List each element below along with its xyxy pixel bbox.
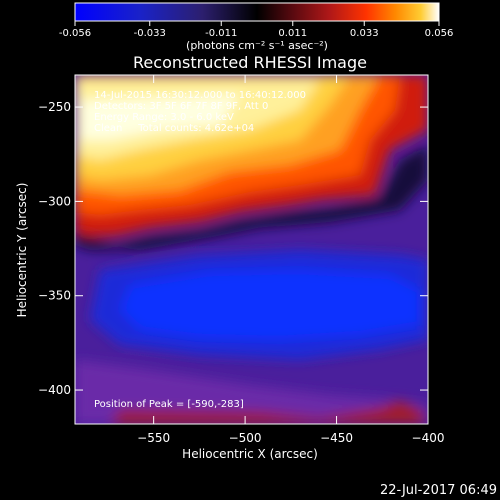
colorbar-ticks: -0.056 -0.033 -0.011 0.011 0.033 0.056 [59,21,453,39]
colorbar-tick-label: 0.033 [350,28,379,39]
colorbar-tick-label: -0.033 [134,28,166,39]
peak-position-label: Position of Peak = [-590,-283] [94,399,244,410]
plot-frame [74,74,429,425]
chart-title: Reconstructed RHESSI Image [133,53,367,72]
y-tick-label: −300 [38,194,71,208]
colorbar-tick-label: -0.056 [59,28,91,39]
info-line-2: Detectors: 3F 5F 6F 7F 8F 9F, Att 0 [94,101,268,112]
y-tick-label: −250 [38,100,71,114]
x-tick-label: −400 [412,431,445,445]
y-tick-label: −400 [38,383,71,397]
x-axis-ticks: −550 −500 −450 −400 [137,75,444,445]
colorbar-unit-label: (photons cm⁻² s⁻¹ asec⁻²) [186,39,328,52]
footer-timestamp: 22-Jul-2017 06:49 [380,483,497,498]
info-line-1: 14-Jul-2015 16:30:12.000 to 16:40:12.000 [94,90,306,101]
x-tick-label: −550 [137,431,170,445]
heatmap-image [75,75,428,424]
x-axis-label: Heliocentric X (arcsec) [182,447,318,461]
colorbar-tick-label: -0.011 [205,28,237,39]
info-block: 14-Jul-2015 16:30:12.000 to 16:40:12.000… [94,90,306,134]
colorbar-tick-label: 0.011 [278,28,307,39]
info-line-3: Energy Range: 3.0 - 6.0 keV [94,112,234,123]
y-axis-label: Heliocentric Y (arcsec) [15,183,29,318]
colorbar [74,2,440,22]
x-tick-label: −500 [229,431,262,445]
y-tick-label: −350 [38,289,71,303]
x-tick-label: −450 [320,431,353,445]
info-line-4: Clean Total counts: 4.62e+04 [94,123,254,134]
colorbar-tick-label: 0.056 [425,28,454,39]
y-axis-ticks: −250 −300 −350 −400 [38,100,428,397]
